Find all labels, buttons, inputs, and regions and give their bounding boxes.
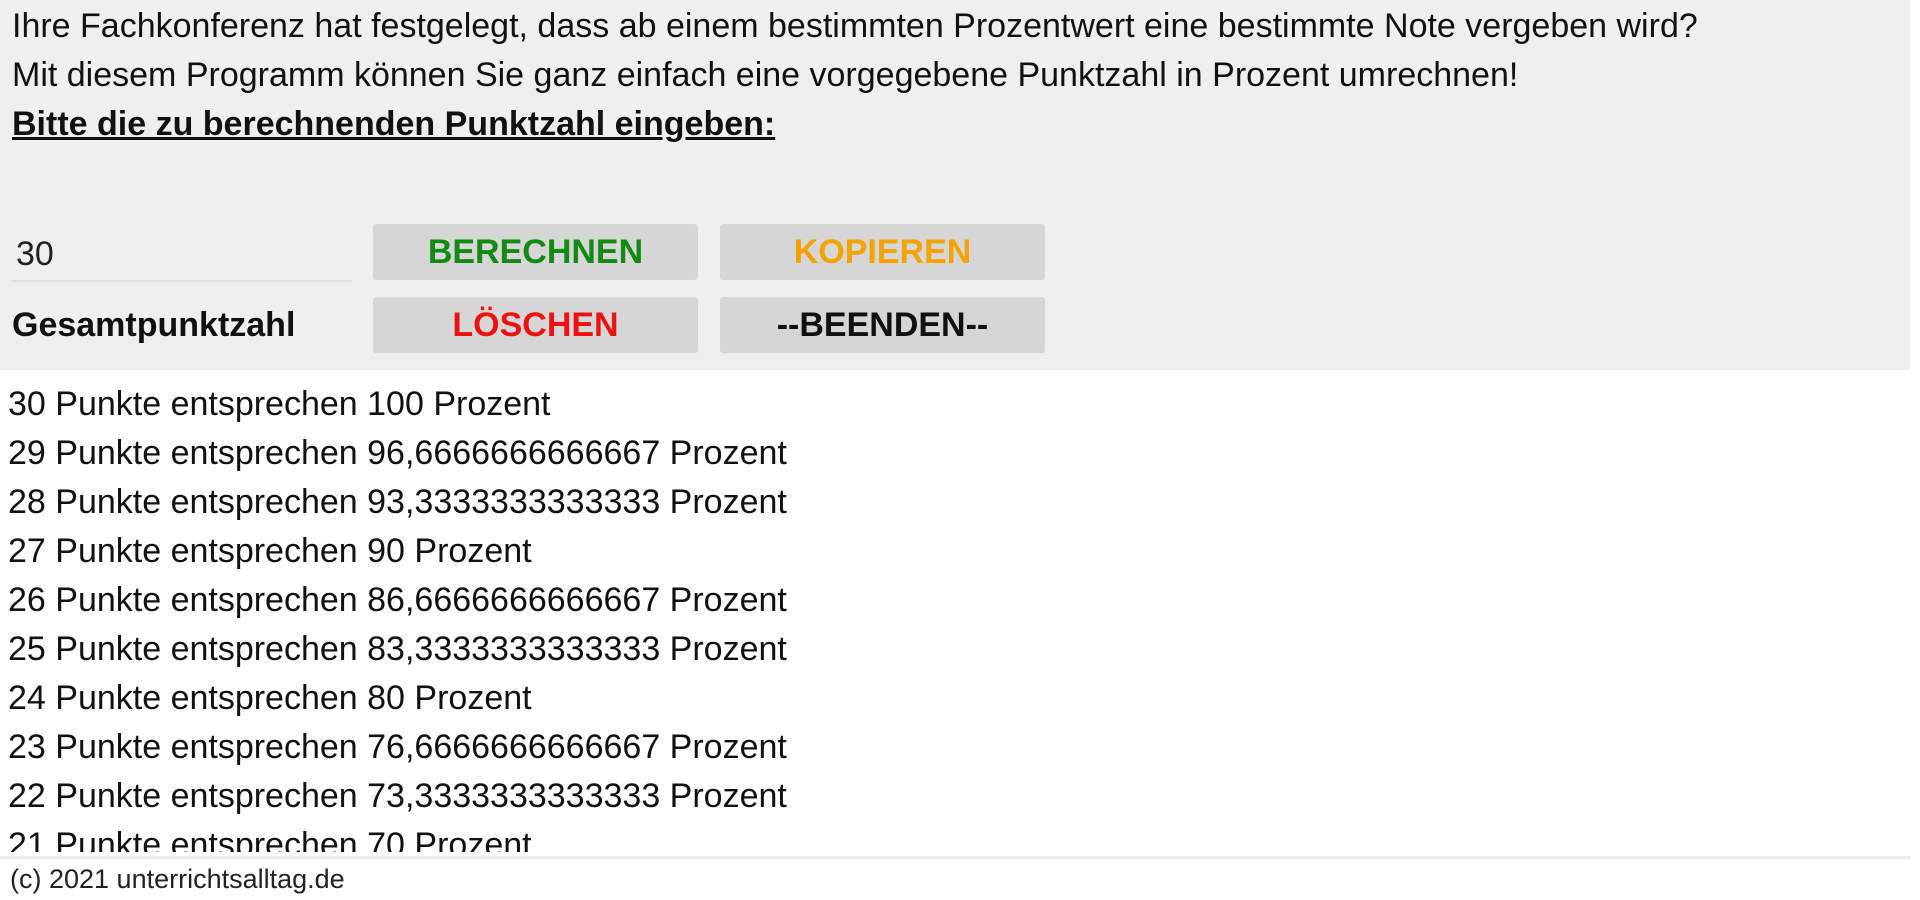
input-prompt: Bitte die zu berechnenden Punktzahl eing…	[12, 105, 776, 143]
intro-line-2: Mit diesem Programm können Sie ganz einf…	[12, 56, 1519, 94]
input-panel: Ihre Fachkonferenz hat festgelegt, dass …	[0, 0, 1910, 370]
result-item: 30 Punkte entsprechen 100 Prozent	[8, 385, 551, 423]
result-item: 22 Punkte entsprechen 73,3333333333333 P…	[8, 777, 787, 815]
result-item: 29 Punkte entsprechen 96,6666666666667 P…	[8, 434, 787, 472]
result-item: 27 Punkte entsprechen 90 Prozent	[8, 532, 532, 570]
result-item: 26 Punkte entsprechen 86,6666666666667 P…	[8, 581, 787, 619]
calculate-button[interactable]: BERECHNEN	[373, 224, 698, 280]
results-list[interactable]: 30 Punkte entsprechen 100 Prozent 29 Pun…	[8, 380, 1908, 852]
footer-copyright: (c) 2021 unterrichtsalltag.de	[10, 864, 345, 894]
result-item: 28 Punkte entsprechen 93,3333333333333 P…	[8, 483, 787, 521]
result-item: 21 Punkte entsprechen 70 Prozent	[8, 826, 532, 852]
result-item: 25 Punkte entsprechen 83,3333333333333 P…	[8, 630, 787, 668]
result-item: 24 Punkte entsprechen 80 Prozent	[8, 679, 532, 717]
copy-button[interactable]: KOPIEREN	[720, 224, 1045, 280]
intro-line-1: Ihre Fachkonferenz hat festgelegt, dass …	[12, 7, 1698, 45]
total-points-label: Gesamtpunktzahl	[12, 306, 296, 344]
result-item: 23 Punkte entsprechen 76,6666666666667 P…	[8, 728, 787, 766]
total-points-input[interactable]	[12, 228, 352, 282]
footer-divider	[0, 856, 1910, 859]
intro-text: Ihre Fachkonferenz hat festgelegt, dass …	[12, 2, 1892, 149]
clear-button[interactable]: LÖSCHEN	[373, 297, 698, 353]
exit-button[interactable]: --BEENDEN--	[720, 297, 1045, 353]
